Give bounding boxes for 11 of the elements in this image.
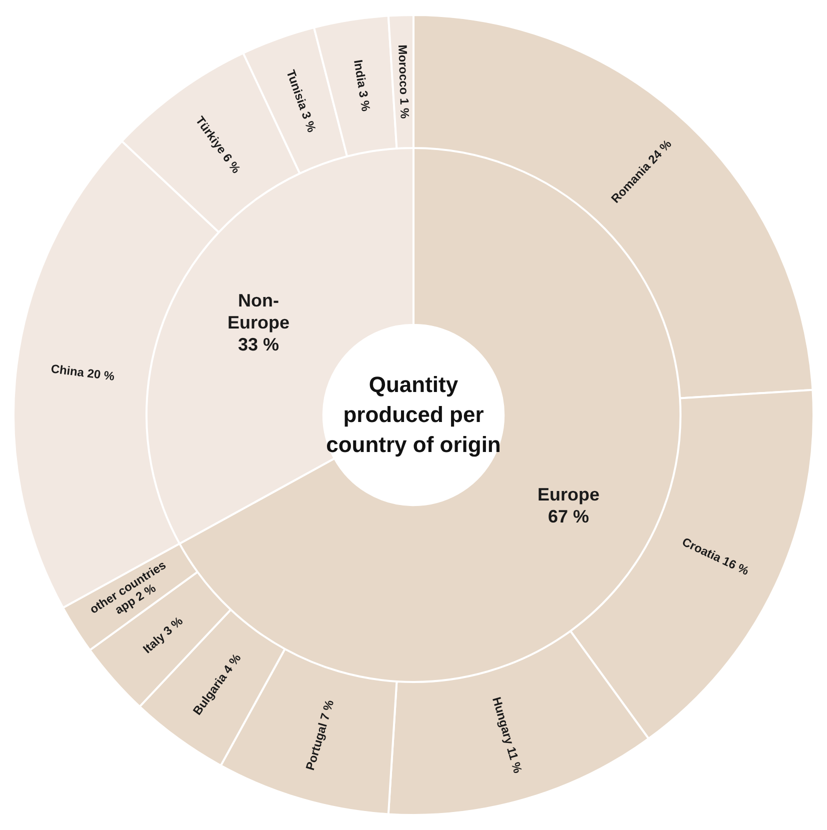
slice-label: Tunisia 3 % [284, 68, 319, 134]
slice-label: Non-Europe [228, 290, 290, 332]
data-label: 67 % [548, 506, 589, 527]
data-label: 33 % [238, 334, 280, 354]
slice-label: China 20 % [50, 362, 116, 384]
slice-label: India 3 % [351, 58, 374, 113]
text: Quantity produced per country of origin [325, 371, 502, 459]
slice-label: Europe [537, 484, 600, 505]
slice-label: Italy 3 % [140, 614, 186, 656]
slice-label: Morocco 1 % [396, 44, 412, 120]
slice-label: Hungary 11 % [490, 695, 525, 776]
